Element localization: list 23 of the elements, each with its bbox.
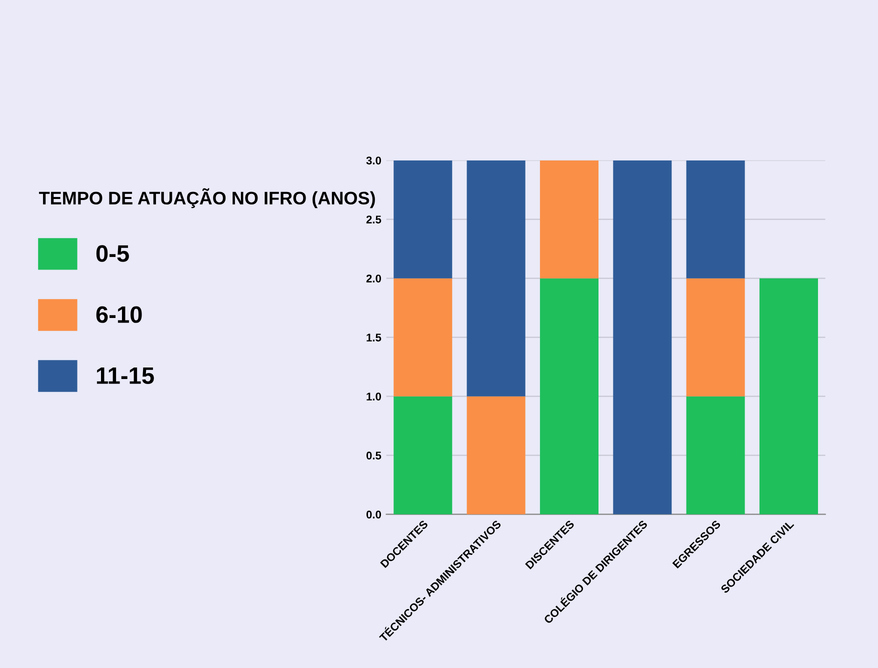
legend-label: 11-15 — [96, 367, 154, 384]
y-tick-label: 1.0 — [366, 392, 382, 400]
bar — [540, 278, 599, 514]
legend-label: 6-10 — [96, 306, 142, 323]
bar — [759, 278, 818, 514]
y-tick-label: 2.0 — [366, 274, 382, 282]
bar — [540, 160, 599, 278]
bar — [394, 160, 452, 278]
y-tick-label: 1.5 — [366, 334, 382, 342]
legend-title: TEMPO DE ATUAÇÃO NO IFRO (ANOS) — [39, 188, 375, 208]
bar — [394, 278, 452, 396]
bar — [686, 160, 745, 278]
y-tick-label: 2.5 — [366, 216, 382, 224]
bar — [394, 396, 452, 514]
y-tick-label: 3.0 — [366, 156, 382, 164]
bar — [466, 396, 526, 514]
bar — [613, 160, 672, 514]
bar — [686, 278, 745, 396]
bar — [686, 396, 745, 514]
legend-label: 0-5 — [96, 245, 129, 262]
y-tick-label: 0.5 — [366, 452, 382, 460]
y-tick-label: 0.0 — [366, 510, 382, 518]
bar — [466, 160, 526, 396]
